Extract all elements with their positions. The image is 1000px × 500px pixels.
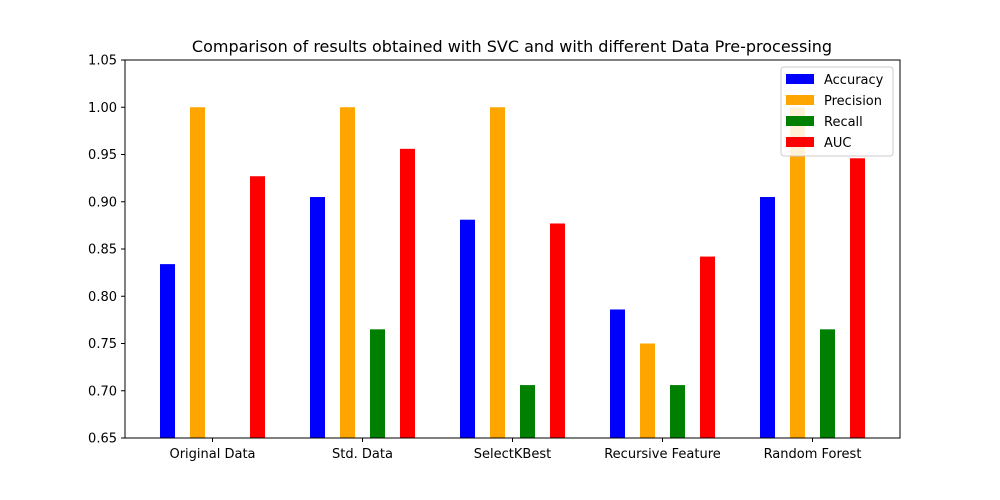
bar-auc-0 bbox=[250, 176, 265, 439]
legend-label-accuracy: Accuracy bbox=[824, 73, 884, 88]
y-tick-label: 0.75 bbox=[88, 337, 117, 352]
y-tick-label: 0.65 bbox=[88, 432, 117, 447]
bar-accuracy-2 bbox=[460, 219, 475, 438]
bar-auc-3 bbox=[700, 256, 715, 438]
y-tick-label: 0.90 bbox=[88, 195, 117, 210]
x-tick-label: Random Forest bbox=[764, 447, 862, 462]
y-axis: 0.65 0.70 0.75 0.80 0.85 0.90 0.95 1.00 1.05 bbox=[88, 54, 125, 447]
bar-precision-3 bbox=[640, 343, 655, 438]
y-tick-label: 0.80 bbox=[88, 290, 117, 305]
bar-auc-4 bbox=[850, 158, 865, 438]
bars-group bbox=[160, 107, 865, 439]
bar-accuracy-1 bbox=[310, 197, 325, 438]
legend-swatch-auc bbox=[786, 137, 814, 147]
bar-accuracy-3 bbox=[610, 309, 625, 438]
legend-swatch-recall bbox=[786, 116, 814, 126]
legend-label-auc: AUC bbox=[824, 136, 852, 151]
bar-accuracy-4 bbox=[760, 197, 775, 438]
y-tick-label: 1.05 bbox=[88, 54, 117, 69]
bar-recall-1 bbox=[370, 329, 385, 438]
x-tick-label: Recursive Feature bbox=[604, 447, 721, 462]
chart-title: Comparison of results obtained with SVC … bbox=[192, 37, 832, 56]
bar-recall-4 bbox=[820, 329, 835, 438]
bar-precision-4 bbox=[790, 107, 805, 438]
bar-precision-2 bbox=[490, 107, 505, 438]
y-tick-label: 0.70 bbox=[88, 384, 117, 399]
x-axis: Original Data Std. Data SelectKBest Recursi… bbox=[169, 438, 861, 462]
bar-accuracy-0 bbox=[160, 264, 175, 438]
x-tick-label: SelectKBest bbox=[474, 447, 551, 462]
y-tick-label: 1.00 bbox=[88, 101, 117, 116]
plot-frame bbox=[124, 59, 901, 439]
x-tick-label: Original Data bbox=[169, 447, 255, 462]
bar-precision-1 bbox=[340, 107, 355, 438]
bar-precision-0 bbox=[190, 107, 205, 438]
x-tick-label: Std. Data bbox=[332, 447, 393, 462]
bar-auc-2 bbox=[550, 223, 565, 438]
y-tick-label: 0.85 bbox=[88, 243, 117, 258]
bar-recall-2 bbox=[520, 385, 535, 438]
legend-label-precision: Precision bbox=[824, 94, 882, 109]
bar-auc-1 bbox=[400, 148, 415, 438]
legend-label-recall: Recall bbox=[824, 115, 863, 130]
y-tick-label: 0.95 bbox=[88, 148, 117, 163]
bar-recall-3 bbox=[670, 385, 685, 438]
legend-swatch-accuracy bbox=[786, 74, 814, 84]
legend: Accuracy Precision Recall AUC bbox=[780, 66, 894, 157]
legend-swatch-precision bbox=[786, 95, 814, 105]
legend-frame bbox=[780, 66, 894, 157]
